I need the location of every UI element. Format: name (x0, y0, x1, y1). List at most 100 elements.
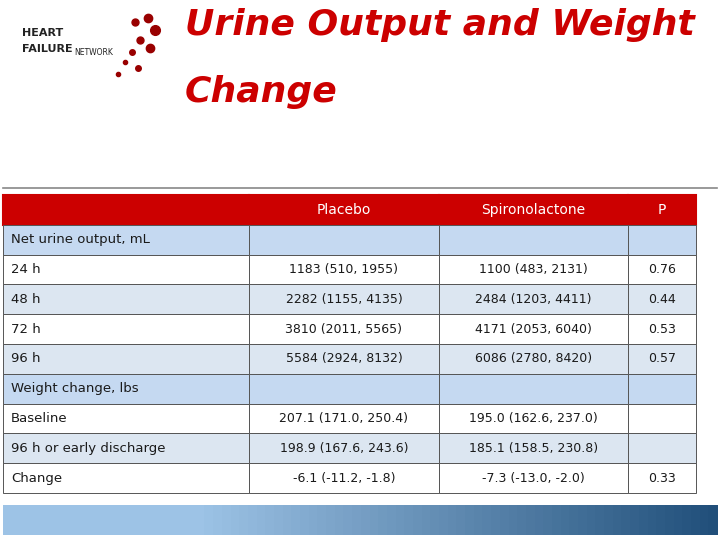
Bar (482, 505, 492, 535)
Text: Spironolactone: Spironolactone (481, 203, 585, 217)
Bar (628, 434, 696, 463)
Bar (500, 505, 509, 535)
Bar (628, 285, 696, 314)
Text: 4171 (2053, 6040): 4171 (2053, 6040) (474, 322, 592, 335)
Bar (3, 374, 249, 403)
Bar (628, 374, 696, 403)
Text: 96 h or early discharge: 96 h or early discharge (11, 442, 166, 455)
Text: 0.76: 0.76 (648, 263, 675, 276)
Bar (526, 505, 535, 535)
Bar (628, 225, 696, 254)
Bar (3, 463, 249, 493)
Bar (438, 434, 628, 463)
Bar (378, 505, 387, 535)
Text: 1100 (483, 2131): 1100 (483, 2131) (479, 263, 588, 276)
Bar (249, 344, 438, 374)
Text: 2282 (1155, 4135): 2282 (1155, 4135) (286, 293, 402, 306)
Bar (249, 403, 438, 434)
Bar (318, 505, 327, 535)
Bar (630, 505, 639, 535)
Bar (491, 505, 500, 535)
Text: 3810 (2011, 5565): 3810 (2011, 5565) (285, 322, 402, 335)
Bar (249, 285, 438, 314)
Text: 0.33: 0.33 (648, 471, 675, 484)
Bar (326, 505, 336, 535)
Text: 185.1 (158.5, 230.8): 185.1 (158.5, 230.8) (469, 442, 598, 455)
Bar (700, 505, 708, 535)
Bar (628, 314, 696, 344)
Bar (465, 505, 474, 535)
Bar (508, 505, 518, 535)
Text: 2484 (1203, 4411): 2484 (1203, 4411) (475, 293, 591, 306)
Text: Weight change, lbs: Weight change, lbs (11, 382, 139, 395)
Bar (628, 254, 696, 285)
Bar (639, 505, 648, 535)
Text: Change: Change (11, 471, 62, 484)
Bar (517, 505, 526, 535)
Bar (213, 505, 222, 535)
Bar (708, 505, 718, 535)
Bar (665, 505, 674, 535)
Bar (570, 505, 578, 535)
Text: 48 h: 48 h (11, 293, 40, 306)
Bar (248, 505, 257, 535)
Bar (343, 505, 353, 535)
Bar (448, 505, 457, 535)
Bar (335, 505, 344, 535)
Bar (552, 505, 561, 535)
Bar (369, 505, 379, 535)
Bar (647, 505, 657, 535)
Bar (683, 505, 691, 535)
Bar (3, 314, 249, 344)
Bar (628, 463, 696, 493)
Bar (438, 463, 628, 493)
Bar (438, 344, 628, 374)
Bar (249, 434, 438, 463)
Bar (361, 505, 370, 535)
Text: 195.0 (162.6, 237.0): 195.0 (162.6, 237.0) (469, 412, 598, 425)
Bar (283, 505, 292, 535)
Bar (439, 505, 449, 535)
Text: Net urine output, mL: Net urine output, mL (11, 233, 150, 246)
Bar (691, 505, 700, 535)
Text: FAILURE: FAILURE (22, 44, 73, 54)
Bar (395, 505, 405, 535)
Bar (309, 505, 318, 535)
Bar (438, 403, 628, 434)
Bar (656, 505, 665, 535)
Bar (3, 285, 249, 314)
Bar (3, 344, 249, 374)
Bar (438, 314, 628, 344)
Bar (431, 505, 439, 535)
Bar (534, 505, 544, 535)
Text: Placebo: Placebo (317, 203, 371, 217)
Text: 24 h: 24 h (11, 263, 40, 276)
Bar (3, 505, 196, 535)
Bar (3, 225, 249, 254)
Bar (249, 463, 438, 493)
Bar (674, 505, 683, 535)
Bar (204, 505, 214, 535)
Bar (249, 225, 438, 254)
Bar (196, 505, 205, 535)
Bar (256, 505, 266, 535)
Bar (628, 403, 696, 434)
Bar (249, 195, 438, 225)
Bar (249, 314, 438, 344)
Bar (438, 254, 628, 285)
Bar (587, 505, 596, 535)
Bar (621, 505, 631, 535)
Text: 5584 (2924, 8132): 5584 (2924, 8132) (286, 353, 402, 366)
Bar (249, 374, 438, 403)
Text: -7.3 (-13.0, -2.0): -7.3 (-13.0, -2.0) (482, 471, 585, 484)
Bar (239, 505, 248, 535)
Text: P: P (657, 203, 666, 217)
Bar (3, 195, 249, 225)
Bar (300, 505, 309, 535)
Bar (544, 505, 552, 535)
Bar (438, 195, 628, 225)
Bar (352, 505, 361, 535)
Bar (456, 505, 466, 535)
Text: Urine Output and Weight: Urine Output and Weight (185, 8, 695, 42)
Text: Baseline: Baseline (11, 412, 68, 425)
